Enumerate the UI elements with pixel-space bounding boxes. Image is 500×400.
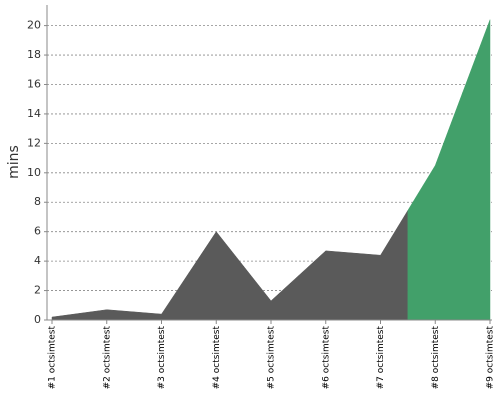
area-segment [188, 231, 244, 321]
x-tick-label: #1 octsimtest [48, 326, 58, 390]
y-tick-label: 10 [27, 166, 41, 179]
y-tick-label: 6 [34, 225, 41, 238]
x-tick-label: #8 octsimtest [431, 326, 441, 390]
y-tick-label: 18 [27, 48, 41, 61]
y-tick-label: 0 [34, 313, 41, 326]
area-segment [298, 250, 354, 321]
x-tick-label: #4 octsimtest [212, 326, 222, 390]
y-axis-label: mins [6, 145, 22, 179]
x-tick-label: #6 octsimtest [321, 326, 331, 390]
y-tick-label: 8 [34, 195, 41, 208]
x-tick-label: #5 octsimtest [267, 326, 277, 390]
y-tick-label: 12 [27, 136, 41, 149]
area-segment [243, 265, 299, 321]
y-tick-label: 16 [27, 77, 41, 90]
x-tick-label: #3 octsimtest [157, 326, 167, 390]
x-tick-label: #2 octsimtest [102, 326, 112, 390]
area-segment [462, 19, 491, 321]
x-tick-label: #9 octsimtest [486, 326, 496, 390]
y-tick-label: 4 [34, 254, 41, 267]
area-segment [352, 209, 409, 321]
area-segment [133, 272, 190, 321]
area-segment [407, 92, 463, 321]
area-segment [79, 309, 135, 321]
x-tick-label: #7 octsimtest [376, 326, 386, 390]
y-tick-label: 14 [27, 107, 41, 120]
y-tick-label: 20 [27, 19, 41, 32]
area-segment [51, 313, 80, 321]
y-tick-label: 2 [34, 284, 41, 297]
